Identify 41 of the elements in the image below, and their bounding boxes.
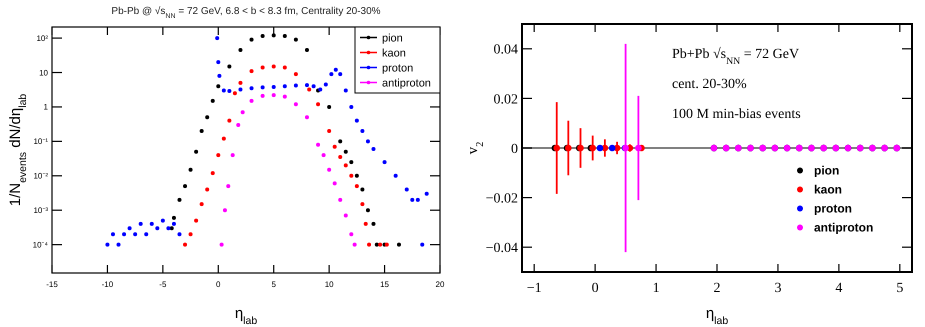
legend-label: proton <box>382 62 414 74</box>
y-tick-label: 1 <box>44 102 49 112</box>
y-tick-label: −0.04 <box>486 241 518 256</box>
x-tick-label: -10 <box>102 280 114 289</box>
y-tick-label: 10² <box>36 34 48 43</box>
annotation: Pb+Pb √s$_{NN}$ = 72 GeV <box>672 46 800 66</box>
legend-label: antiproton <box>382 78 431 90</box>
x-tick-label: -5 <box>159 280 167 289</box>
x-tick-label: 0 <box>216 280 222 289</box>
legend-label: antiproton <box>814 220 874 234</box>
x-tick-label: -15 <box>46 280 58 289</box>
x-tick-label: −1 <box>526 281 542 296</box>
x-tick-label: 2 <box>714 281 720 296</box>
annotation: 100 M min-bias events <box>672 107 801 122</box>
legend-label: kaon <box>814 182 842 196</box>
x-tick-label: 1 <box>652 281 660 296</box>
x-axis-title: η$_{lab}$ <box>234 305 258 327</box>
x-tick-label: 5 <box>896 281 904 296</box>
x-tick-label: 20 <box>436 280 445 289</box>
y-tick-label: 10⁻¹ <box>33 137 48 146</box>
x-tick-label: 5 <box>271 280 276 289</box>
y-tick-label: 10⁻⁴ <box>32 240 49 250</box>
legend-label: pion <box>382 32 403 44</box>
y-tick-label: 10⁻² <box>33 172 48 181</box>
x-axis-title: η$_{lab}$ <box>706 305 728 327</box>
y-tick-label: 0.02 <box>494 92 518 108</box>
x-tick-label: 0 <box>592 281 599 296</box>
y-tick-label: −0.02 <box>486 192 518 206</box>
annotation: cent. 20-30% <box>672 77 747 92</box>
legend-label: kaon <box>382 48 406 60</box>
legend-label: pion <box>814 164 840 178</box>
x-tick-label: 15 <box>380 280 390 289</box>
x-tick-label: 3 <box>774 281 782 296</box>
x-tick-label: 10 <box>324 280 334 289</box>
y-tick-label: 0.04 <box>494 42 518 58</box>
y-tick-label: 10 <box>39 68 49 78</box>
y-tick-label: 0 <box>511 142 518 157</box>
y-tick-label: 10⁻³ <box>33 206 48 216</box>
legend-label: proton <box>814 202 852 216</box>
chart-title: Pb-Pb @ √s$_{NN}$ = 72 GeV, 6.8 < b < 8.3 fm, Centrality 20-30% <box>111 6 381 20</box>
x-tick-label: 4 <box>835 281 842 296</box>
